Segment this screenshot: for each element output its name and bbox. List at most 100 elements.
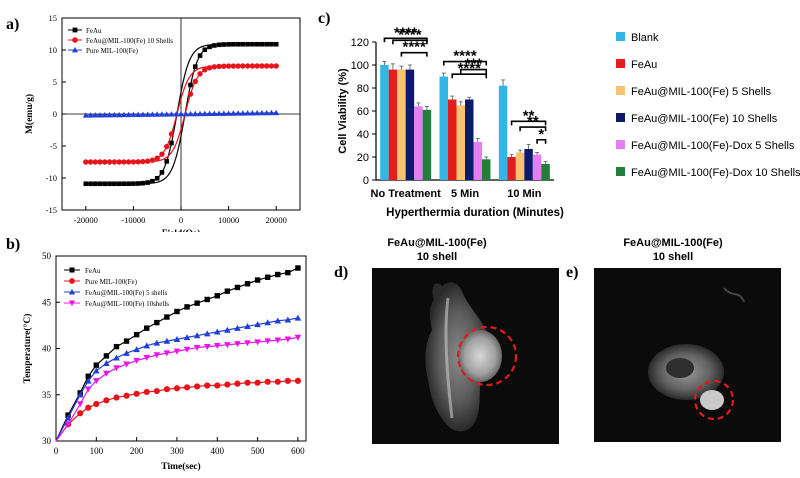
chart-a-point [250,41,255,47]
chart-a-point [140,180,146,186]
chart-b-point [294,314,302,321]
chart-a-point [111,159,118,165]
chart-b-point [254,277,261,283]
chart-a-point [211,64,218,70]
chart-b-point [174,308,180,315]
chart-a-point [149,111,156,117]
chart-b-point [123,349,130,356]
chart-a-point [231,41,236,47]
chart-c-x-axis-label: Hyperthermia duration (Minutes) [386,207,564,219]
chart-b-temperature: 0 100 200 300 400 500 600 30 35 40 45 50 Time(sec) Te… [22,251,307,472]
chart-a-point [264,41,269,47]
chart-a-point [93,181,98,187]
mri-e-title-line1: FeAu@MIL-100(Fe) [623,237,723,249]
chart-b-point [264,274,271,280]
chart-a-point [254,63,260,69]
chart-a-point [125,111,132,118]
chart-b-point [224,288,231,294]
chart-c-y-tick-label: 100 [351,60,369,72]
chart-a-point [268,63,275,69]
chart-c-significance-bracket [451,73,488,79]
chart-a-x-axis-label: Field(Oe) [162,228,201,232]
chart-a-point [154,111,161,117]
chart-a-point [225,63,232,69]
mri-e-tail [723,287,745,303]
chart-c-legend-label: Blank [631,32,659,44]
chart-a-point [97,159,103,165]
chart-b-point [183,384,191,391]
chart-c-y-tick-label: 80 [357,83,369,95]
chart-a-point [173,111,180,117]
chart-b-point [76,401,84,408]
chart-c-significance-label: ** [523,107,535,124]
chart-b-point [183,346,191,353]
chart-c-bar [532,154,542,180]
chart-b-point [194,300,200,306]
chart-a-point [235,110,242,116]
chart-c-cell-viability: 0 20 40 60 80 100 120 Cell Viability (%) Hyperth… [337,24,800,219]
chart-a-point [249,110,256,116]
chart-a-point [107,181,112,187]
chart-b-point [133,346,140,353]
chart-b-point [284,336,292,343]
chart-b-point [123,392,130,399]
chart-a-point [259,41,265,47]
chart-a-point [87,159,94,165]
chart-c-bar [448,99,457,180]
chart-b-point [284,377,291,384]
chart-c-bar [498,85,508,180]
chart-a-point [245,41,250,47]
chart-b-x-tick-label: 400 [211,446,225,456]
chart-b-point [153,339,161,346]
chart-c-bar [524,148,533,180]
chart-c-legend-label: FeAu@MIL-100(Fe)-Dox 5 Shells [631,140,795,152]
chart-a-legend-marker [72,47,78,53]
chart-b-point [173,335,181,342]
chart-b-point [163,337,171,344]
chart-b-point [254,339,261,346]
chart-a-point [192,110,199,117]
chart-a-point [88,181,93,187]
chart-c-legend-swatch [616,32,625,41]
chart-b-point [284,316,292,323]
chart-a-point [220,110,227,116]
chart-b-point [113,354,120,361]
chart-a-point [121,181,127,187]
chart-b-y-tick-label: 40 [42,344,52,354]
chart-a-point [263,63,270,69]
chart-b-point [213,328,221,335]
chart-a-legend-marker [72,37,78,43]
mri-d-title-line1: FeAu@MIL-100(Fe) [387,237,487,249]
chart-c-legend-label: FeAu [631,59,657,71]
chart-a-point [112,181,117,187]
chart-c-legend-label: FeAu@MIL-100(Fe) 5 Shells [631,86,772,98]
chart-b-y-tick-label: 45 [42,297,52,307]
chart-b-point [93,362,100,368]
chart-b-y-tick-label: 30 [42,436,52,446]
chart-c-bar [397,69,406,180]
chart-c-y-tick-label: 0 [363,175,369,187]
chart-b-point [214,382,221,389]
chart-a-series-2 [82,109,280,118]
chart-a-magnetization: -20000 -10000 0 10000 20000 -15 -10 -5 0 5 10 15 Fie… [24,13,301,232]
mri-e-tumor-circle [693,379,735,421]
chart-a-point [192,78,198,85]
chart-c-significance-label: *** [465,56,483,73]
chart-b-point [244,323,251,329]
chart-a-point [226,42,231,47]
chart-b-legend: FeAu Pure MIL-100(Fe) FeAu@MIL-100(Fe) 5 s… [64,267,169,308]
panel-label-a: a) [6,16,20,33]
chart-b-y-tick-label: 35 [42,390,52,400]
chart-b-x-axis-label: Time(sec) [161,461,200,472]
chart-a-point [244,110,251,116]
chart-b-y-tick-label: 50 [42,251,52,261]
chart-a-point [126,181,131,187]
chart-a-series-0 [83,41,279,187]
chart-a-point [211,110,218,116]
chart-a-y-tick-label: 10 [49,45,58,55]
chart-b-legend-marker [68,300,76,307]
chart-c-significance-bracket [459,68,488,74]
chart-b-point [85,373,91,379]
chart-b-x-tick-label: 0 [54,446,59,456]
chart-a-point [135,159,141,165]
